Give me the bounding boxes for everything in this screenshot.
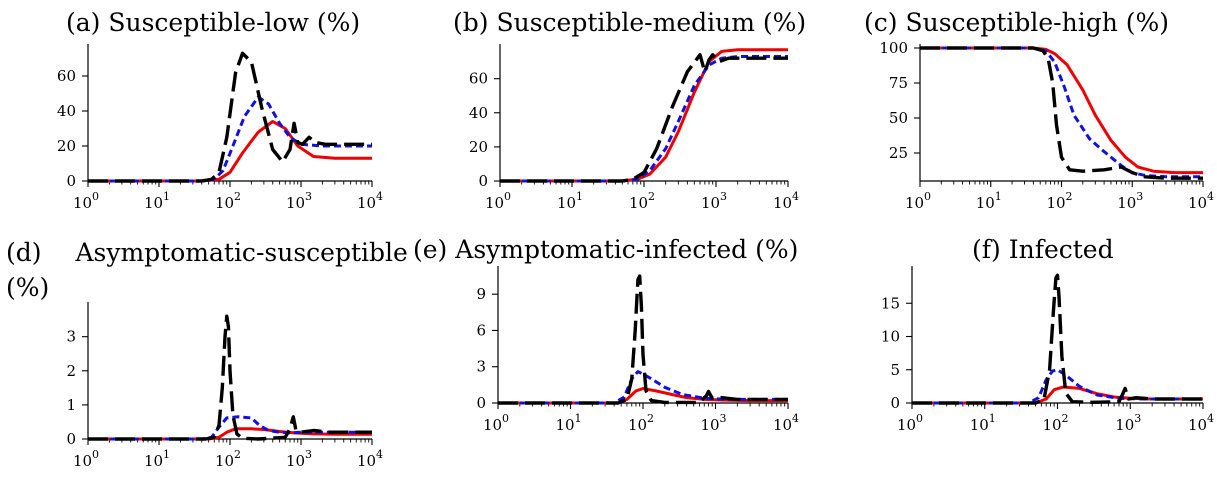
panel-title: (f) Infected [972, 235, 1114, 264]
x-tick-label: 103 [286, 448, 312, 470]
x-tick-label: 102 [629, 190, 655, 212]
panel-e: (e) Asymptomatic-infected (%) 100 101 102 1… [410, 232, 820, 479]
panel-label: Infected [1008, 235, 1114, 264]
x-tick-label: 100 [73, 190, 99, 212]
chart-svg: 100 101 102 103 104 0 20 40 60 [57, 44, 383, 212]
chart-svg: 100 101 102 103 104 0 1 2 3 [66, 302, 383, 470]
y-tick-label: 25 [889, 144, 908, 162]
x-tick-label: 100 [897, 412, 923, 434]
x-tick-label: 103 [1117, 190, 1143, 212]
y-tick-label: 2 [66, 362, 76, 380]
x-tick-label: 102 [215, 448, 241, 470]
y-tick-label: 0 [66, 430, 76, 448]
panel-f: (f) Infected 100 101 102 103 104 0 5 10 15 [820, 232, 1217, 479]
chart-svg: 100 101 102 103 104 0 20 40 60 [469, 44, 799, 212]
panel-tag: (e) [413, 235, 448, 264]
y-tick-label: 20 [57, 137, 76, 155]
x-tick-label: 102 [1042, 412, 1068, 434]
panel-d: (d) Asymptomatic-susceptible (%) 100 101 1… [0, 232, 410, 479]
y-tick-label: 0 [890, 394, 900, 412]
x-tick-label: 103 [1115, 412, 1141, 434]
x-tick-label: 102 [215, 190, 241, 212]
x-tick-label: 100 [73, 448, 99, 470]
y-tick-label: 3 [66, 328, 76, 346]
panel-tag: (d) [6, 238, 42, 267]
y-tick-label: 0 [478, 172, 488, 190]
x-tick-label: 104 [357, 448, 383, 470]
x-tick-label: 102 [1046, 190, 1072, 212]
x-tick-label: 104 [773, 412, 799, 434]
series-line-2 [500, 55, 788, 183]
panel-label: Asymptomatic-infected (%) [455, 235, 799, 264]
panel-b: (b) Susceptible-medium (%) 100 101 102 103 1… [410, 0, 810, 230]
y-tick-label: 60 [469, 70, 488, 88]
chart-svg: 100 101 102 103 104 0 5 10 15 [881, 266, 1214, 434]
panel-c: (c) Susceptible-high (%) 100 101 102 103 104… [820, 0, 1217, 230]
series-line-2 [88, 415, 372, 441]
x-tick-label: 104 [1188, 412, 1214, 434]
y-tick-label: 50 [889, 109, 908, 127]
series-line-3 [920, 46, 1203, 180]
x-tick-label: 103 [286, 190, 312, 212]
panel-tag: (f) [972, 235, 1001, 264]
y-tick-label: 0 [476, 394, 486, 412]
series-line-3 [88, 314, 372, 441]
panel-title: (d) Asymptomatic-susceptible (%) [6, 235, 410, 305]
x-tick-label: 104 [1188, 190, 1214, 212]
y-tick-label: 0 [66, 172, 76, 190]
y-tick-label: 10 [881, 328, 900, 346]
x-tick-label: 103 [700, 412, 726, 434]
y-tick-label: 40 [469, 104, 488, 122]
series-line-3 [88, 51, 372, 183]
y-tick-label: 100 [879, 39, 908, 57]
y-tick-label: 40 [57, 102, 76, 120]
x-tick-label: 104 [773, 190, 799, 212]
x-tick-label: 101 [976, 190, 1002, 212]
x-tick-label: 101 [557, 190, 583, 212]
series-line-2 [912, 368, 1203, 405]
panel-label: Susceptible-medium (%) [496, 8, 807, 37]
x-tick-label: 104 [357, 190, 383, 212]
series-line-3 [500, 53, 788, 183]
panel-tag: (b) [453, 8, 489, 37]
panel-title: (a) Susceptible-low (%) [66, 8, 360, 37]
panel-title: (c) Susceptible-high (%) [864, 8, 1169, 37]
x-tick-label: 101 [970, 412, 996, 434]
panel-tag: (a) [66, 8, 101, 37]
x-tick-label: 103 [701, 190, 727, 212]
x-tick-label: 101 [555, 412, 581, 434]
y-tick-label: 5 [890, 361, 900, 379]
panel-a: (a) Susceptible-low (%) 100 101 102 103 104 0… [0, 0, 400, 230]
panel-label: Asymptomatic-susceptible (%) [6, 238, 408, 302]
series-line-1 [500, 48, 788, 183]
panel-tag: (c) [864, 8, 898, 37]
y-tick-label: 60 [57, 67, 76, 85]
y-tick-label: 75 [889, 74, 908, 92]
x-tick-label: 100 [905, 190, 931, 212]
x-tick-label: 101 [144, 448, 170, 470]
panel-title: (e) Asymptomatic-infected (%) [413, 235, 798, 264]
series-line-3 [498, 274, 788, 405]
panel-label: Susceptible-high (%) [905, 8, 1170, 37]
x-tick-label: 100 [485, 190, 511, 212]
y-tick-label: 15 [881, 294, 900, 312]
y-tick-label: 3 [476, 358, 486, 376]
series-line-1 [88, 427, 372, 441]
chart-svg: 100 101 102 103 104 25 50 75 100 [879, 39, 1214, 212]
x-tick-label: 101 [144, 190, 170, 212]
series-line-3 [912, 273, 1203, 405]
y-tick-label: 1 [66, 396, 76, 414]
panel-label: Susceptible-low (%) [108, 8, 361, 37]
y-tick-label: 6 [476, 321, 486, 339]
x-tick-label: 100 [483, 412, 509, 434]
y-tick-label: 9 [476, 285, 486, 303]
y-tick-label: 20 [469, 138, 488, 156]
x-tick-label: 102 [628, 412, 654, 434]
panel-title: (b) Susceptible-medium (%) [453, 8, 806, 37]
chart-svg: 100 101 102 103 104 0 3 6 9 [476, 266, 799, 434]
